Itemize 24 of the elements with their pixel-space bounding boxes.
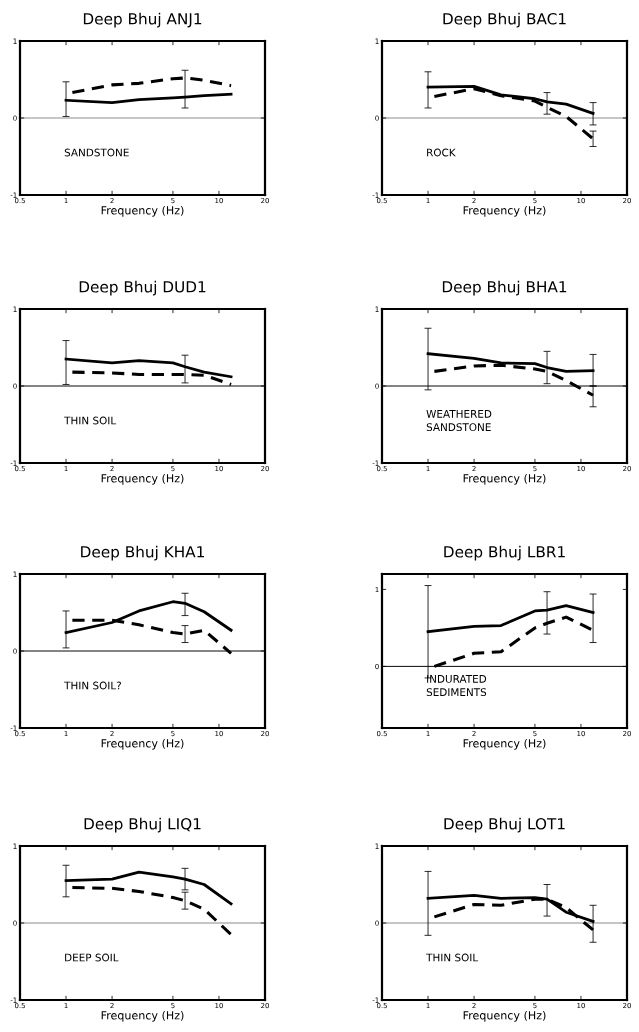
x-axis-title: Frequency (Hz) [463, 205, 546, 217]
annotation: DEEP SOIL [65, 953, 119, 962]
annotation: SANDSTONE [64, 148, 129, 157]
chart-title: Deep Bhuj BAC1 [443, 12, 566, 28]
annotation: INDURATED SEDIMENTS [426, 675, 487, 697]
x-axis-title: Frequency (Hz) [463, 1010, 546, 1022]
x-axis-title: Frequency (Hz) [101, 1010, 184, 1022]
chart-title: Deep Bhuj BHA1 [442, 280, 567, 296]
annotation: THIN SOIL? [64, 681, 121, 690]
x-axis-title: Frequency (Hz) [463, 473, 546, 485]
chart-title: Deep Bhuj LBR1 [444, 545, 565, 561]
chart-title: Deep Bhuj KHA1 [81, 545, 204, 561]
chart-title: Deep Bhuj LIQ1 [84, 817, 201, 833]
annotation: THIN SOIL [64, 416, 117, 425]
x-axis-title: Frequency (Hz) [101, 738, 184, 750]
chart-title: Deep Bhuj DUD1 [79, 280, 206, 296]
chart-title: Deep Bhuj LOT1 [444, 817, 565, 833]
x-axis-title: Frequency (Hz) [463, 738, 546, 750]
x-axis-title: Frequency (Hz) [101, 473, 184, 485]
annotation: WEATHERED SANDSTONE [426, 410, 492, 432]
annotation: ROCK [427, 148, 456, 157]
chart-title: Deep Bhuj ANJ1 [83, 12, 202, 28]
x-axis-title: Frequency (Hz) [101, 205, 184, 217]
annotation: THIN SOIL [426, 953, 479, 962]
